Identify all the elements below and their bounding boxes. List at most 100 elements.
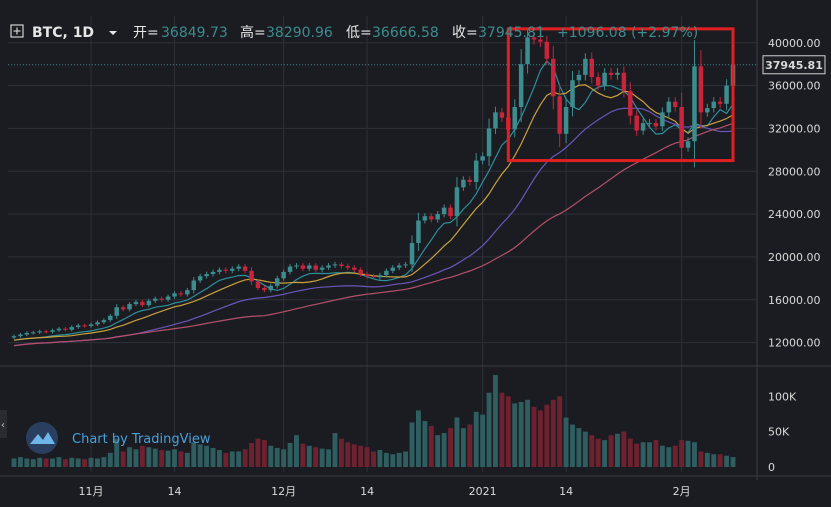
volume-bar xyxy=(563,417,569,467)
candle-body xyxy=(108,315,113,321)
candle-body xyxy=(133,301,139,305)
volume-bar xyxy=(672,445,678,467)
volume-bar xyxy=(685,440,691,467)
volume-bar xyxy=(313,447,319,467)
price-tick-label: 32000.00 xyxy=(768,122,821,135)
volume-bar xyxy=(268,445,274,467)
candle-body xyxy=(583,58,588,75)
candle-body xyxy=(653,123,659,127)
candle-body xyxy=(711,101,716,109)
candle-body xyxy=(31,332,36,334)
volume-bar xyxy=(473,411,479,467)
candle-body xyxy=(24,332,30,335)
volume-bar xyxy=(114,438,120,467)
candle-body xyxy=(589,58,595,78)
volume-bar xyxy=(338,438,344,467)
volume-bar xyxy=(640,442,646,467)
volume-bar xyxy=(480,414,486,467)
volume-bar xyxy=(525,399,531,467)
volume-bar xyxy=(69,457,75,467)
highlight-box xyxy=(506,27,735,163)
plus-square-icon[interactable] xyxy=(10,24,24,38)
volume-bar xyxy=(435,435,441,467)
candle-body xyxy=(409,243,415,265)
candle-body xyxy=(313,265,318,270)
last-price-marker: 37945.81 xyxy=(762,55,826,75)
candle-body xyxy=(364,274,370,277)
chevron-left-icon[interactable]: ‹ xyxy=(1,420,5,431)
volume-bar xyxy=(512,403,518,467)
ma-slow-line xyxy=(13,122,734,347)
volume-bar xyxy=(249,442,254,467)
symbol-label[interactable]: BTC, 1D xyxy=(32,25,94,41)
scroll-handle-bg[interactable] xyxy=(0,410,7,438)
volume-bar xyxy=(172,449,177,467)
price-tick-label: 28000.00 xyxy=(768,165,821,178)
volume-bar xyxy=(486,392,492,467)
time-tick-label: 14 xyxy=(559,485,573,498)
candle-body xyxy=(595,77,601,86)
volume-bar xyxy=(139,445,145,467)
volume-bar xyxy=(351,444,357,467)
candle-body xyxy=(274,278,280,286)
candle-body xyxy=(230,268,235,271)
left-scroll-handle[interactable]: ‹ xyxy=(0,410,7,438)
volume-bar xyxy=(653,440,659,467)
volume-bar xyxy=(30,459,36,467)
candle-body xyxy=(685,141,691,148)
candle-body xyxy=(63,328,68,330)
candle-body xyxy=(640,123,646,131)
volume-bar xyxy=(62,459,68,467)
volume-bar xyxy=(589,435,595,467)
volume-bar xyxy=(178,451,184,467)
volume-bar xyxy=(550,399,556,467)
volume-bar xyxy=(711,454,717,467)
candle-body xyxy=(666,101,672,113)
volume-tick-label: 0 xyxy=(768,461,775,474)
volume-bar xyxy=(467,424,473,467)
volume-bar xyxy=(647,442,652,467)
axes: 12000.00 16000.00 20000.00 24000.00 28000.00… xyxy=(8,37,821,498)
time-tick-label: 14 xyxy=(360,485,374,498)
volume-bar xyxy=(242,449,248,467)
volume-bar xyxy=(133,449,139,467)
candle-body xyxy=(563,107,569,134)
candle-body xyxy=(429,216,434,220)
volume-bar xyxy=(197,444,203,467)
volume-bars xyxy=(11,375,736,467)
candle-body xyxy=(345,266,351,268)
candle-body xyxy=(255,281,261,288)
close-value: 37945.81 xyxy=(478,25,545,41)
candle-body xyxy=(480,156,485,161)
candle-body xyxy=(538,39,543,42)
candle-body xyxy=(146,300,152,306)
volume-bar xyxy=(159,450,165,467)
watermark-text: Chart by TradingView xyxy=(72,432,211,447)
volume-bar xyxy=(409,422,415,467)
volume-bar xyxy=(261,440,267,467)
candle-body xyxy=(705,108,710,113)
candle-body xyxy=(223,269,229,271)
candle-body xyxy=(307,265,312,269)
candle-body xyxy=(698,66,704,113)
ma-purple-line xyxy=(13,107,734,347)
volume-bar xyxy=(229,451,235,467)
price-tick-label: 40000.00 xyxy=(768,37,821,50)
candle-body xyxy=(101,320,107,323)
volume-bar xyxy=(634,443,640,467)
candle-body xyxy=(473,160,479,182)
candle-body xyxy=(120,307,126,310)
tradingview-watermark[interactable]: Chart by TradingView xyxy=(26,422,211,454)
candle-body xyxy=(377,275,383,278)
candle-body xyxy=(82,325,87,327)
volume-bar xyxy=(422,421,428,467)
volume-bar xyxy=(107,452,113,467)
low-label: 低= xyxy=(346,25,372,41)
candle-body xyxy=(621,72,627,91)
candle-body xyxy=(268,285,274,291)
volume-bar xyxy=(56,457,62,467)
chevron-down-icon[interactable] xyxy=(109,31,117,35)
volume-bar xyxy=(396,452,402,467)
volume-bar xyxy=(582,431,588,467)
